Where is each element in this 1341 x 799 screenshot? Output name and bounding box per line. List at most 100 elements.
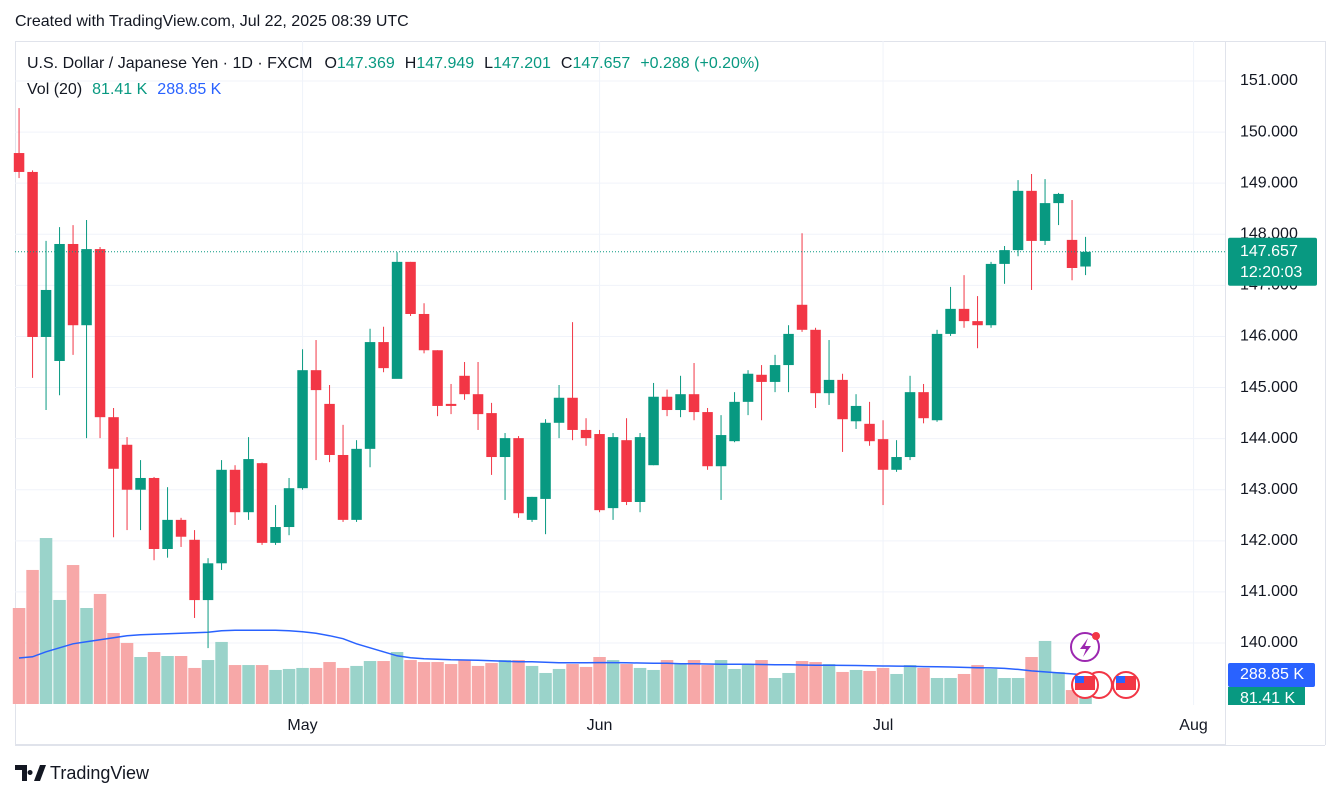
price-badges: 147.657 12:20:03 288.85 K 81.41 K	[1226, 237, 1325, 745]
candle-body	[67, 243, 79, 326]
candle-body	[864, 423, 875, 442]
y-tick-label: 145.000	[1240, 379, 1298, 396]
y-tick-label: 150.000	[1240, 123, 1298, 140]
volume-bar	[269, 669, 282, 704]
volume-bar	[782, 672, 795, 704]
candle-body	[553, 397, 565, 423]
candle-body	[135, 477, 146, 490]
candle-body	[945, 308, 956, 334]
volume-bar	[876, 667, 890, 704]
volume-bar	[930, 677, 944, 704]
date-axis-cover	[1226, 705, 1325, 745]
ohlc-key: C	[561, 55, 573, 72]
grid	[15, 41, 1225, 705]
volume-bar	[53, 599, 66, 704]
volume-bar	[768, 677, 782, 704]
candle-body	[1053, 193, 1064, 204]
volume-bar	[890, 673, 903, 704]
logo-mark	[15, 765, 46, 781]
volume-bar	[390, 651, 404, 704]
candle-body	[13, 153, 25, 172]
candle-body	[1026, 190, 1037, 241]
volume-bar	[863, 670, 876, 704]
volume-bar	[201, 660, 215, 704]
event-dot	[1092, 632, 1100, 640]
candle-body	[580, 429, 592, 439]
candle-body	[54, 243, 65, 361]
volume-bar	[134, 657, 147, 704]
legend-ohlc: U.S. Dollar / Japanese Yen · 1D · FXCM O1…	[27, 55, 760, 72]
volume-bar	[593, 657, 606, 704]
candle-body	[499, 438, 511, 458]
candle-body	[378, 342, 389, 369]
y-tick-label: 141.000	[1240, 583, 1298, 600]
volume-bar	[795, 661, 809, 704]
volume-bar	[674, 663, 687, 704]
y-tick-label: 144.000	[1240, 430, 1298, 447]
volume-bar	[566, 664, 579, 704]
volume-bar	[620, 664, 633, 704]
candle-body	[918, 392, 929, 419]
volume-bar	[296, 667, 309, 704]
candle-body	[1066, 239, 1078, 268]
volume-badge	[1228, 686, 1305, 705]
candle-body	[702, 412, 713, 467]
volume-bar	[498, 660, 512, 704]
ohlc-key: H	[405, 55, 417, 72]
volume-bar	[741, 664, 755, 704]
candle-body	[931, 333, 943, 421]
candle-body	[877, 439, 889, 470]
volume-bar	[512, 660, 525, 704]
candle-body	[891, 457, 902, 470]
volume-bar	[120, 642, 134, 704]
candle-body	[648, 396, 659, 466]
candle-body	[999, 250, 1010, 264]
candle-body	[202, 563, 214, 601]
volume-bar	[417, 662, 431, 704]
candle-body	[513, 438, 524, 514]
candle-body	[324, 403, 335, 455]
volume-bar	[984, 668, 998, 704]
volume-name: Vol (20)	[27, 81, 82, 98]
volume-bar	[647, 669, 660, 704]
volume-bar	[1025, 657, 1038, 704]
volume-bar	[323, 662, 336, 704]
candle-body	[621, 440, 632, 502]
volume-bar	[971, 665, 984, 704]
volume-pane	[12, 538, 1092, 704]
legend-volume: Vol (20) 81.41 K 288.85 K	[27, 81, 222, 98]
brand-name: TradingView	[50, 763, 150, 783]
volume-bar	[215, 641, 228, 704]
volume-bar	[606, 660, 620, 704]
ohlc-key: O	[324, 55, 336, 72]
candle-body	[783, 333, 794, 366]
candle-body	[661, 396, 673, 411]
candle-body	[351, 448, 362, 520]
ohlc-value: 147.369	[337, 55, 395, 72]
candle-body	[310, 370, 322, 391]
ohlc-value: 147.657	[572, 55, 630, 72]
volume-bar	[809, 662, 822, 704]
y-tick-label: 143.000	[1240, 481, 1298, 498]
candle-body	[486, 413, 497, 458]
volume-value: 81.41 K	[92, 81, 147, 98]
candle-body	[175, 519, 187, 537]
ohlc-value: 147.201	[493, 55, 551, 72]
price-badge-value: 147.657	[1240, 243, 1298, 260]
volume-bar	[350, 665, 363, 704]
volume-bar	[944, 677, 957, 704]
event-bolt	[1080, 638, 1091, 657]
volume-bar	[660, 660, 674, 704]
candle-body	[1012, 190, 1024, 251]
candle-body	[81, 249, 92, 326]
y-tick-label: 149.000	[1240, 174, 1298, 191]
candle-body	[567, 397, 578, 430]
volume-ma-line	[18, 629, 1086, 676]
candle-body	[472, 394, 484, 415]
candle-body	[769, 365, 781, 382]
volume-bar	[107, 633, 120, 704]
volume-bar	[822, 664, 836, 704]
candle-body	[108, 417, 119, 469]
candle-body	[40, 289, 52, 337]
